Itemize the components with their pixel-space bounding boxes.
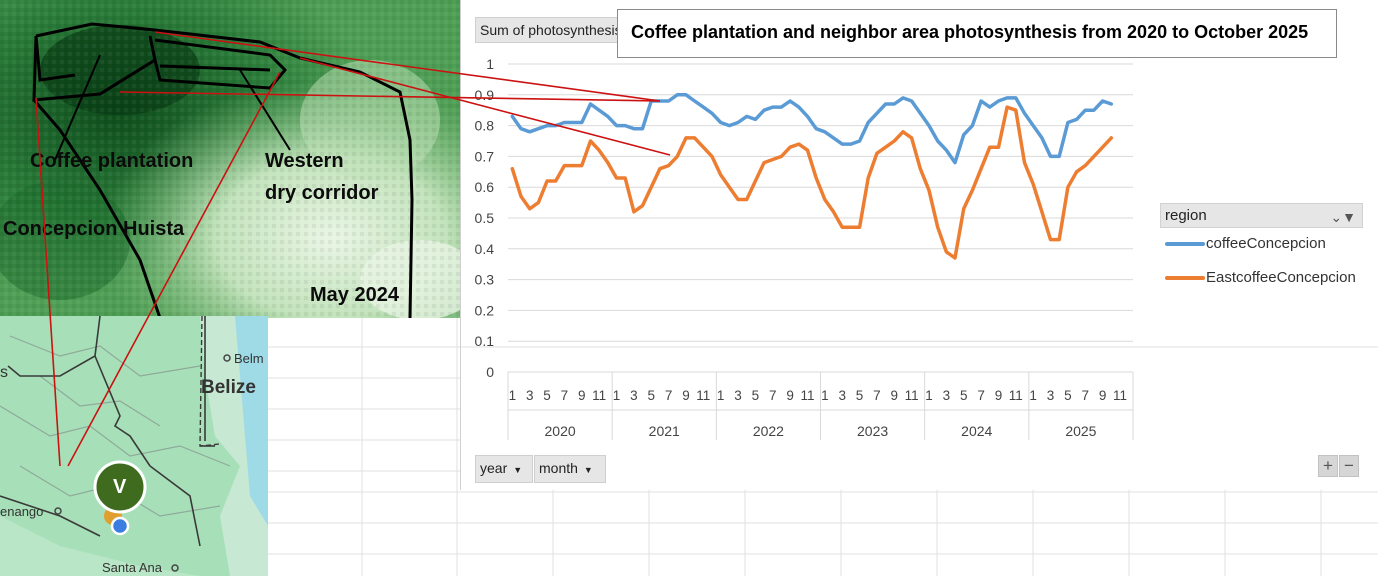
year-label: 2025	[1065, 423, 1096, 439]
month-tick-label: 5	[960, 388, 968, 403]
legend-swatch-coffee	[1165, 242, 1205, 246]
y-tick-label: 0.4	[475, 241, 495, 257]
month-tick-label: 7	[665, 388, 673, 403]
month-tick-label: 7	[873, 388, 881, 403]
month-tick-label: 9	[682, 388, 690, 403]
month-tick-label: 3	[526, 388, 534, 403]
month-tick-label: 1	[1029, 388, 1037, 403]
month-tick-label: 5	[543, 388, 551, 403]
year-label: 2020	[545, 423, 576, 439]
month-tick-label: 9	[578, 388, 586, 403]
y-tick-label: 0.2	[475, 302, 495, 318]
month-tick-label: 7	[561, 388, 569, 403]
month-tick-label: 5	[856, 388, 864, 403]
year-label: 2022	[753, 423, 784, 439]
month-tick-label: 9	[1099, 388, 1107, 403]
chart-border	[460, 0, 461, 490]
year-label: 2021	[649, 423, 680, 439]
satellite-map: Coffee plantation Western dry corridor C…	[0, 0, 460, 318]
y-tick-label: 0	[486, 364, 494, 380]
month-tick-label: 9	[891, 388, 899, 403]
road-map-canvas	[0, 316, 268, 576]
tenango-label: enango	[0, 504, 44, 519]
month-tick-label: 11	[1009, 388, 1023, 403]
month-tick-label: 7	[769, 388, 777, 403]
month-tick-label: 3	[943, 388, 951, 403]
month-tick-label: 3	[630, 388, 638, 403]
month-tick-label: 5	[1064, 388, 1072, 403]
month-tick-label: 1	[925, 388, 933, 403]
y-tick-label: 0.8	[475, 118, 495, 134]
month-tick-label: 9	[995, 388, 1003, 403]
month-tick-label: 5	[647, 388, 655, 403]
month-tick-label: 5	[752, 388, 760, 403]
year-field-label: year	[480, 460, 508, 476]
value-field-label: Sum of photosynthesis	[480, 22, 620, 38]
belize-label: Belize	[201, 377, 256, 398]
series-line-EastcoffeeConcepcion	[510, 105, 1114, 260]
filter-icon[interactable]: ⌄▼	[1330, 209, 1356, 225]
legend-field-label: region	[1165, 207, 1207, 224]
year-label: 2024	[961, 423, 992, 439]
month-tick-label: 9	[786, 388, 794, 403]
dropdown-arrow-icon: ▼	[513, 465, 523, 475]
month-tick-label: 7	[977, 388, 985, 403]
y-tick-label: 0.5	[475, 210, 495, 226]
santa-ana-label: Santa Ana	[102, 560, 162, 575]
month-tick-label: 11	[905, 388, 919, 403]
month-tick-label: 11	[592, 388, 606, 403]
legend-field-button[interactable]: region ⌄▼	[1160, 203, 1363, 228]
value-field-button[interactable]: Sum of photosynthesis	[475, 17, 620, 43]
chart-title: Coffee plantation and neighbor area phot…	[617, 9, 1337, 58]
month-tick-label: 11	[800, 388, 814, 403]
month-tick-label: 11	[1113, 388, 1127, 403]
zoom-out-button[interactable]: −	[1339, 455, 1359, 477]
concepcion-huista-label: Concepcion Huista	[3, 218, 185, 240]
line-chart-plot: 00.10.20.30.40.50.60.70.80.911 3 5 7 9 112020…	[475, 56, 1134, 440]
dry-corridor-label: dry corridor	[265, 182, 379, 204]
month-tick-label: 1	[509, 388, 517, 403]
y-tick-label: 0.3	[475, 272, 495, 288]
dropdown-arrow-icon: ▼	[583, 465, 593, 475]
map-date-label: May 2024	[310, 284, 399, 306]
coffee-plantation-label: Coffee plantation	[30, 150, 194, 172]
month-tick-label: 3	[1047, 388, 1055, 403]
y-tick-label: 0.6	[475, 179, 495, 195]
edge-s-label: s	[0, 364, 8, 381]
month-tick-label: 1	[821, 388, 829, 403]
legend-label-coffee: coffeeConcepcion	[1206, 235, 1326, 252]
month-tick-label: 11	[696, 388, 710, 403]
y-tick-label: 1	[486, 56, 494, 72]
road-map: Belm Belize s enango Santa Ana V	[0, 316, 268, 576]
y-tick-label: 0.9	[475, 87, 495, 103]
legend-swatch-east	[1165, 276, 1205, 280]
month-field-button[interactable]: month ▼	[534, 455, 606, 483]
month-tick-label: 3	[734, 388, 742, 403]
belm-label: Belm	[234, 351, 264, 366]
month-tick-label: 1	[717, 388, 725, 403]
zoom-in-button[interactable]: +	[1318, 455, 1338, 477]
month-field-label: month	[539, 460, 578, 476]
y-tick-label: 0.7	[475, 148, 495, 164]
y-tick-label: 0.1	[475, 333, 495, 349]
western-label: Western	[265, 150, 344, 172]
legend-label-east: EastcoffeeConcepcion	[1206, 269, 1356, 286]
year-label: 2023	[857, 423, 888, 439]
month-tick-label: 1	[613, 388, 621, 403]
month-tick-label: 3	[838, 388, 846, 403]
year-field-button[interactable]: year ▼	[475, 455, 533, 483]
marker-letter: V	[113, 476, 127, 498]
month-tick-label: 7	[1081, 388, 1089, 403]
